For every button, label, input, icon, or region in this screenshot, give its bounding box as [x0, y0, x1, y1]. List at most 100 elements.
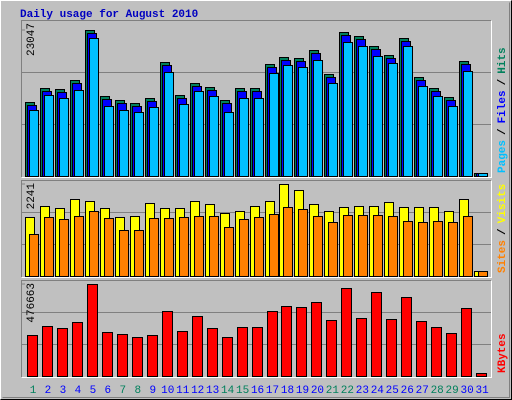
legend-entry: Sites	[497, 240, 509, 273]
bar	[343, 42, 353, 177]
legend: Pages / Files / Hits	[497, 47, 509, 173]
bar	[358, 215, 368, 277]
panel-bevel	[21, 20, 492, 178]
x-tick-label: 27	[416, 385, 429, 397]
bar	[179, 104, 189, 177]
x-tick-label: 31	[475, 385, 489, 397]
x-tick-label: 21	[326, 385, 340, 397]
bar	[433, 96, 443, 177]
bar	[418, 222, 428, 277]
x-tick-label: 11	[176, 385, 190, 397]
bar	[59, 219, 69, 277]
x-tick-label: 28	[431, 385, 444, 397]
x-tick-label: 19	[296, 385, 309, 397]
bar	[102, 332, 113, 377]
x-tick-label: 3	[60, 385, 67, 397]
bar	[269, 73, 279, 177]
x-tick-label: 23	[356, 385, 369, 397]
legend-entry: KBytes	[497, 333, 509, 373]
x-tick-label: 1	[30, 385, 37, 397]
legend-entry: Visits	[497, 184, 509, 224]
x-tick-label: 29	[446, 385, 459, 397]
x-tick-label: 8	[134, 385, 141, 397]
bar	[209, 96, 219, 177]
bar	[448, 222, 458, 277]
x-tick-label: 6	[105, 385, 112, 397]
bar	[29, 110, 39, 177]
bar	[311, 302, 322, 377]
legend: Sites / Visits	[497, 184, 509, 273]
x-tick-label: 26	[401, 385, 414, 397]
bar	[476, 373, 487, 377]
bar	[328, 222, 338, 277]
bar	[89, 38, 99, 177]
legend: KBytes	[497, 333, 509, 373]
x-tick-label: 20	[311, 385, 324, 397]
bar	[44, 95, 54, 177]
panel-bevel	[21, 280, 492, 378]
x-tick-label: 18	[281, 385, 294, 397]
bar	[478, 271, 488, 277]
x-tick-label: 15	[236, 385, 249, 397]
bar	[42, 326, 53, 377]
bar	[431, 327, 442, 377]
x-tick-label: 2	[45, 385, 52, 397]
bar	[388, 216, 398, 277]
bar	[418, 86, 428, 177]
chart-title: Daily usage for August 2010	[20, 9, 198, 21]
bar	[164, 72, 174, 177]
y-max-label: 23047	[26, 23, 38, 56]
x-tick-label: 14	[221, 385, 235, 397]
bar	[239, 219, 249, 277]
bar	[388, 63, 398, 177]
bar	[74, 90, 84, 177]
legend-separator: /	[497, 228, 509, 235]
bar	[373, 56, 383, 177]
y-max-label: 476663	[26, 283, 38, 323]
bar	[104, 106, 114, 177]
bar	[328, 83, 338, 177]
bar	[371, 292, 382, 377]
bar	[59, 98, 69, 177]
bar	[224, 227, 234, 277]
bar	[254, 217, 264, 277]
panel-bevel	[21, 180, 492, 278]
bar	[89, 211, 99, 277]
bar	[164, 218, 174, 277]
bar	[119, 230, 129, 277]
x-tick-label: 25	[386, 385, 399, 397]
bar	[446, 333, 457, 377]
bar	[296, 307, 307, 377]
bar	[177, 331, 188, 377]
bar	[27, 335, 38, 377]
bar	[162, 311, 173, 377]
x-tick-label: 10	[161, 385, 174, 397]
bar	[386, 319, 397, 377]
bar	[44, 217, 54, 277]
bar	[403, 221, 413, 277]
x-tick-label: 16	[251, 385, 264, 397]
x-tick-label: 4	[75, 385, 82, 397]
bar	[237, 327, 248, 377]
bar	[343, 215, 353, 277]
legend-entry: Pages	[497, 140, 509, 173]
bar	[179, 217, 189, 277]
bar	[313, 216, 323, 277]
bar	[134, 230, 144, 277]
bar	[401, 297, 412, 377]
x-tick-label: 22	[341, 385, 354, 397]
bar	[117, 334, 128, 377]
legend-separator: /	[497, 128, 509, 135]
bar	[252, 327, 263, 377]
bar	[461, 308, 472, 377]
bar	[87, 284, 98, 377]
y-max-label: 2241	[26, 183, 38, 210]
legend-entry: Files	[497, 90, 509, 123]
bar	[149, 218, 159, 277]
bar	[57, 328, 68, 377]
legend-separator: /	[497, 78, 509, 85]
bar	[149, 107, 159, 177]
bar	[373, 215, 383, 277]
